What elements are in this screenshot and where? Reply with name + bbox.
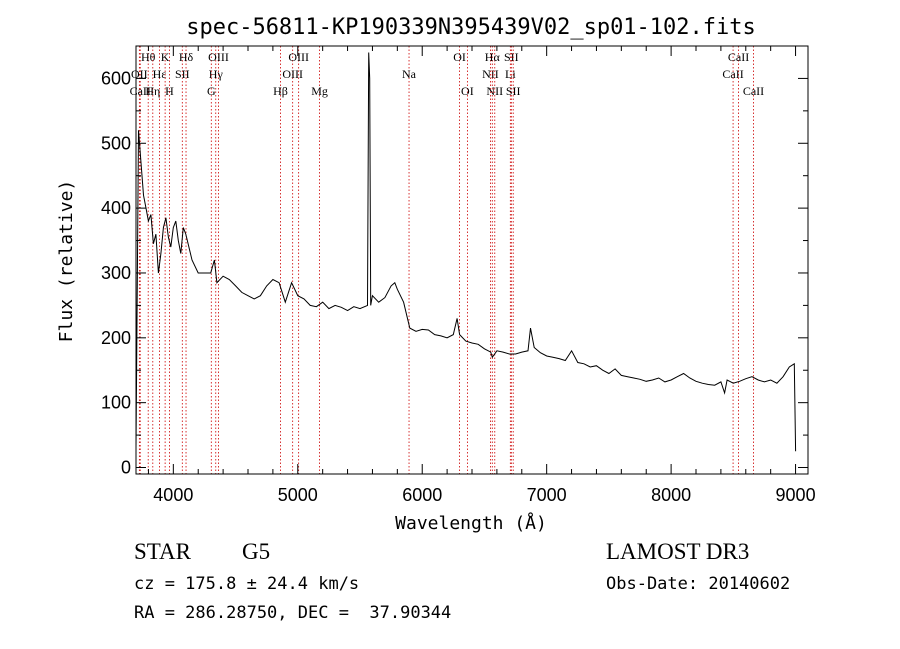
axis-ticks: 4000 5000 6000 7000 8000 9000 0 100 200 300 400 500… — [101, 46, 816, 505]
marker-label-4: Hε — [153, 67, 167, 81]
marker-label-22: Li — [505, 67, 516, 81]
object-subclass: G5 — [242, 539, 271, 564]
x-tick-label-2: 6000 — [402, 485, 442, 505]
observation-date: Obs-Date: 20140602 — [606, 574, 791, 594]
y-tick-label-4: 400 — [101, 198, 131, 218]
y-tick-label-0: 0 — [121, 458, 131, 478]
marker-label-19: NII — [482, 67, 499, 81]
line-markers: HθOIICaIIHηHεKHSIIHδHγGOIIIHβOIIIOIIIMgN… — [130, 46, 764, 474]
x-tick-label-0: 4000 — [153, 485, 193, 505]
plot-frame — [135, 45, 809, 475]
y-axis-label: Flux (relative) — [56, 180, 77, 343]
y-tick-label-1: 100 — [101, 393, 131, 413]
marker-label-27: CaII — [743, 84, 764, 98]
marker-label-18: OI — [461, 84, 474, 98]
marker-label-11: OIII — [208, 50, 229, 64]
marker-label-1: OII — [131, 67, 148, 81]
y-tick-label-6: 600 — [101, 68, 131, 88]
marker-label-14: OIII — [288, 50, 309, 64]
y-tick-label-5: 500 — [101, 133, 131, 153]
marker-label-5: K — [161, 50, 170, 64]
marker-label-2: CaII — [130, 84, 151, 98]
marker-label-20: NII — [486, 84, 503, 98]
marker-label-13: OIII — [282, 67, 303, 81]
marker-label-10: G — [207, 84, 216, 98]
marker-label-16: Na — [402, 67, 417, 81]
x-tick-label-4: 8000 — [651, 485, 691, 505]
y-tick-label-2: 200 — [101, 328, 131, 348]
marker-label-3: Hη — [145, 84, 160, 98]
marker-label-7: SII — [175, 67, 190, 81]
spectrum-line — [135, 52, 797, 452]
marker-label-8: Hδ — [179, 50, 194, 64]
object-type: STAR — [134, 539, 191, 564]
marker-label-23: SII — [504, 50, 519, 64]
x-tick-label-1: 5000 — [278, 485, 318, 505]
marker-label-25: CaII — [722, 67, 743, 81]
marker-label-21: Hα — [485, 50, 501, 64]
redshift-value: cz = 175.8 ± 24.4 km/s — [134, 574, 360, 594]
marker-label-15: Mg — [311, 84, 328, 98]
marker-label-24: SII — [506, 84, 521, 98]
coordinates: RA = 286.28750, DEC = 37.90344 — [134, 603, 452, 623]
marker-label-6: H — [165, 84, 174, 98]
x-tick-label-3: 7000 — [527, 485, 567, 505]
x-axis-label: Wavelength (Å) — [395, 512, 547, 534]
marker-label-9: Hγ — [209, 67, 224, 81]
y-tick-label-3: 300 — [101, 263, 131, 283]
chart-title: spec-56811-KP190339N395439V02_sp01-102.f… — [186, 15, 756, 40]
marker-label-0: Hθ — [141, 50, 156, 64]
x-tick-label-5: 9000 — [776, 485, 816, 505]
marker-label-26: CaII — [728, 50, 749, 64]
survey-name: LAMOST DR3 — [606, 539, 750, 564]
marker-label-12: Hβ — [273, 84, 288, 98]
marker-label-17: OI — [453, 50, 466, 64]
